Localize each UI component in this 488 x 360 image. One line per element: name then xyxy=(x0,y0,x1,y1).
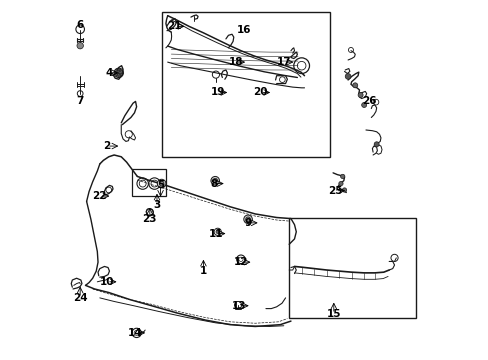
Text: 7: 7 xyxy=(76,96,84,107)
Circle shape xyxy=(216,230,219,234)
Circle shape xyxy=(342,188,346,192)
Circle shape xyxy=(338,181,343,186)
Circle shape xyxy=(244,215,252,224)
Circle shape xyxy=(210,176,219,185)
Bar xyxy=(288,217,415,318)
Text: 25: 25 xyxy=(327,186,342,196)
Circle shape xyxy=(345,73,350,79)
Text: 8: 8 xyxy=(210,179,217,189)
Circle shape xyxy=(340,174,344,179)
Circle shape xyxy=(157,179,165,188)
Text: 17: 17 xyxy=(276,57,290,67)
Text: 22: 22 xyxy=(92,191,107,201)
Circle shape xyxy=(77,42,83,49)
Text: 23: 23 xyxy=(142,214,157,224)
Circle shape xyxy=(115,69,122,76)
Text: 3: 3 xyxy=(153,200,160,210)
Circle shape xyxy=(373,142,378,147)
Circle shape xyxy=(352,83,357,88)
Bar xyxy=(162,12,329,157)
Text: 4: 4 xyxy=(105,68,112,78)
Circle shape xyxy=(159,181,163,186)
Text: 5: 5 xyxy=(157,180,164,190)
Text: 13: 13 xyxy=(231,301,246,311)
Text: 16: 16 xyxy=(237,25,251,35)
Circle shape xyxy=(357,93,363,98)
Circle shape xyxy=(361,103,366,108)
Text: 20: 20 xyxy=(253,87,267,98)
Text: 6: 6 xyxy=(77,19,83,30)
Text: 9: 9 xyxy=(244,218,251,228)
Text: 21: 21 xyxy=(167,21,182,31)
Text: 12: 12 xyxy=(233,257,248,267)
Circle shape xyxy=(212,178,217,183)
Text: 14: 14 xyxy=(128,328,142,338)
Text: 18: 18 xyxy=(228,57,243,67)
Text: 10: 10 xyxy=(100,277,114,287)
Text: 19: 19 xyxy=(210,87,224,98)
Circle shape xyxy=(116,70,121,75)
Text: 11: 11 xyxy=(208,229,223,239)
Text: 24: 24 xyxy=(73,293,87,303)
Bar xyxy=(132,169,165,196)
Text: 2: 2 xyxy=(103,141,110,151)
Circle shape xyxy=(245,217,250,222)
Text: 15: 15 xyxy=(326,309,340,319)
Text: 26: 26 xyxy=(362,96,376,107)
Text: 1: 1 xyxy=(200,266,206,276)
